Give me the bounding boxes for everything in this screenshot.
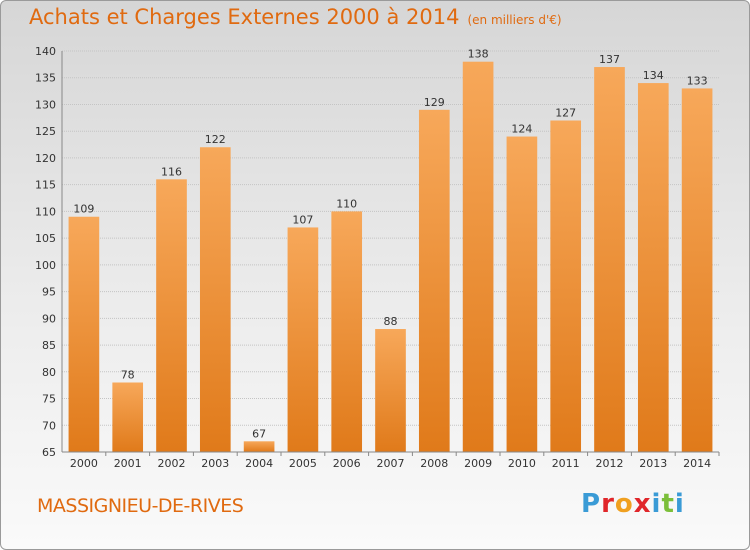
place-name: MASSIGNIEU-DE-RIVES <box>37 495 244 517</box>
bar-value-label: 133 <box>687 74 708 87</box>
bar-value-label: 116 <box>161 165 182 178</box>
bars-group: 109 78 116 122 67 107 110 88 129 138 124 127 137 134 1… <box>68 48 713 453</box>
x-tick-label: 2013 <box>639 457 667 470</box>
bar-2008 <box>418 109 450 453</box>
bar-2012 <box>594 67 625 452</box>
bar-2011 <box>550 120 582 453</box>
y-tick-label: 135 <box>35 72 56 85</box>
x-tick-label: 2012 <box>596 457 624 470</box>
bar-value-label: 134 <box>643 69 664 82</box>
bar-value-label: 110 <box>336 197 357 210</box>
bar-2010 <box>506 136 538 452</box>
bar-value-label: 88 <box>384 315 398 328</box>
bar-2003 <box>199 147 231 453</box>
bar-2004 <box>243 441 275 452</box>
bar-2005 <box>287 227 319 452</box>
logo-letter: r <box>601 489 615 519</box>
x-tick-label: 2005 <box>289 457 317 470</box>
y-tick-label: 115 <box>35 179 56 192</box>
x-tick-label: 2007 <box>377 457 405 470</box>
bar-value-label: 129 <box>424 96 445 109</box>
y-tick-label: 110 <box>35 205 56 218</box>
bar-value-label: 109 <box>73 203 94 216</box>
x-tick-label: 2008 <box>420 457 448 470</box>
x-tick-label: 2001 <box>114 457 142 470</box>
proxiti-logo: Proxiti <box>581 489 685 519</box>
bar-value-label: 78 <box>121 368 135 381</box>
y-tick-label: 95 <box>42 286 56 299</box>
x-tick-label: 2002 <box>158 457 186 470</box>
logo-letter: o <box>614 489 634 519</box>
x-tick-label: 2003 <box>201 457 229 470</box>
x-tick-label: 2014 <box>683 457 711 470</box>
logo-letter: i <box>651 489 662 519</box>
y-tick-label: 140 <box>35 45 56 58</box>
y-tick-label: 80 <box>42 366 56 379</box>
x-tick-label: 2004 <box>245 457 273 470</box>
bar-2001 <box>112 382 144 452</box>
bar-2006 <box>331 211 363 452</box>
bar-value-label: 127 <box>555 107 576 120</box>
y-tick-label: 65 <box>42 446 56 459</box>
bar-2013 <box>637 83 669 452</box>
x-tick-label: 2009 <box>464 457 492 470</box>
bar-value-label: 67 <box>252 427 266 440</box>
y-tick-label: 130 <box>35 98 56 111</box>
x-tick-label: 2011 <box>552 457 580 470</box>
y-tick-label: 75 <box>42 393 56 406</box>
logo-letter: t <box>661 489 675 519</box>
axes: 65 70 75 80 85 90 95 100 105 110 115 120 125 130 135 14… <box>35 45 720 470</box>
bar-value-label: 107 <box>292 213 313 226</box>
bar-2014 <box>681 88 713 452</box>
logo-letter: P <box>581 489 602 519</box>
y-tick-label: 120 <box>35 152 56 165</box>
y-tick-label: 100 <box>35 259 56 272</box>
chart-subtitle: (en milliers d'€) <box>467 13 562 27</box>
y-tick-label: 90 <box>42 312 56 325</box>
bar-2009 <box>462 61 494 453</box>
bar-value-label: 124 <box>511 123 532 136</box>
x-tick-label: 2000 <box>70 457 98 470</box>
logo-letter: i <box>674 489 685 519</box>
bar-2000 <box>68 216 100 452</box>
x-tick-label: 2006 <box>333 457 361 470</box>
bar-value-label: 138 <box>468 48 489 61</box>
bar-value-label: 137 <box>599 53 620 66</box>
chart-title: Achats et Charges Externes 2000 à 2014 (e… <box>29 5 562 29</box>
y-tick-label: 85 <box>42 339 56 352</box>
y-tick-label: 105 <box>35 232 56 245</box>
bar-2007 <box>375 329 406 452</box>
chart-title-text: Achats et Charges Externes 2000 à 2014 <box>29 5 460 29</box>
x-tick-label: 2010 <box>508 457 536 470</box>
bar-2002 <box>156 179 187 452</box>
logo-letter: x <box>633 489 652 519</box>
bar-value-label: 122 <box>205 133 226 146</box>
y-tick-label: 70 <box>42 419 56 432</box>
y-tick-label: 125 <box>35 125 56 138</box>
